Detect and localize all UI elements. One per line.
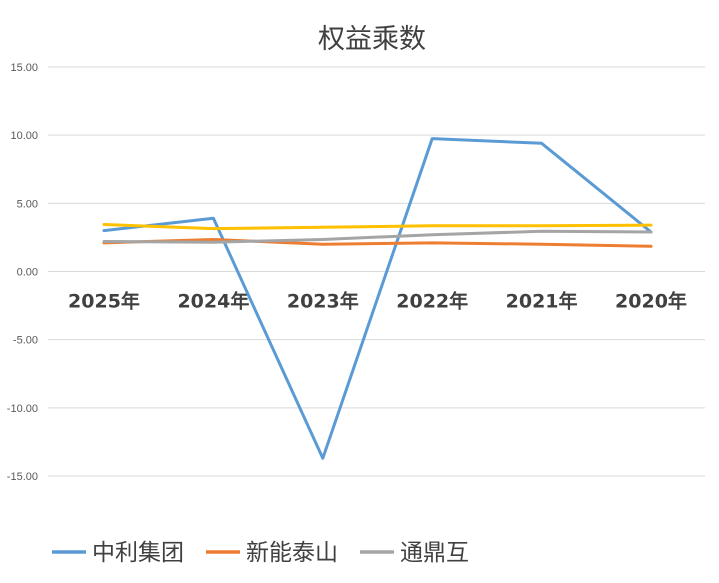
x-tick-label: 2023年: [287, 290, 359, 313]
x-tick-label: 2021年: [506, 290, 578, 313]
series-line-1: [102, 137, 653, 460]
y-tick-label: -15.00: [7, 471, 38, 483]
series-line-2: [102, 238, 653, 248]
series-lines: [102, 137, 653, 460]
x-tick-label: 2022年: [396, 290, 468, 313]
x-tick-label: 2025年: [68, 290, 140, 313]
y-tick-label: 0.00: [17, 267, 38, 279]
y-tick-label: 10.00: [10, 130, 38, 142]
series-line-4: [102, 223, 653, 231]
y-tick-label: -5.00: [13, 335, 38, 347]
legend-label: 中利集团: [92, 540, 184, 566]
gridlines: [48, 66, 705, 477]
x-tick-label: 2024年: [177, 290, 249, 313]
y-tick-label: -10.00: [7, 403, 38, 415]
series-line-3: [102, 229, 653, 244]
legend-fade-overlay: [510, 530, 719, 575]
x-tick-label: 2020年: [615, 290, 687, 313]
y-tick-label: 15.00: [10, 62, 38, 74]
x-axis-ticks: 2025年 2024年 2023年 2022年 2021年 2020年: [68, 290, 687, 313]
y-axis-ticks: 15.00 10.00 5.00 0.00 -5.00 -10.00 -15.00: [7, 62, 38, 483]
legend-label: 通鼎互: [400, 540, 469, 566]
legend: 中利集团 新能泰山 通鼎互: [52, 540, 469, 566]
legend-label: 新能泰山: [246, 540, 338, 566]
y-tick-label: 5.00: [17, 198, 38, 210]
chart-title: 权益乘数: [318, 24, 426, 55]
